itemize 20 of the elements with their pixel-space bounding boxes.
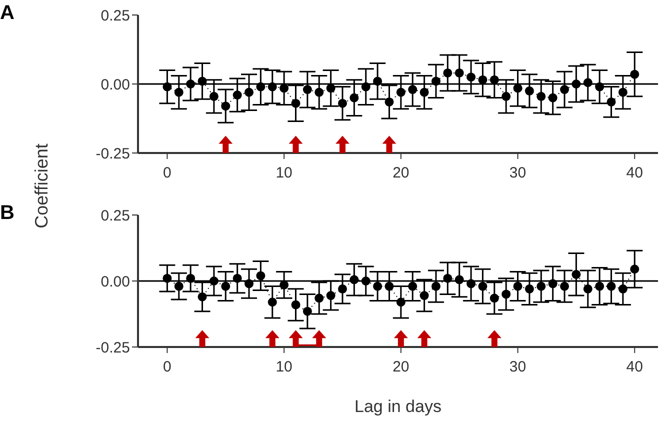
x-tick-label: 10: [276, 164, 292, 182]
y-tick-label: 0.25: [100, 7, 130, 24]
x-tick-label: 20: [392, 358, 410, 376]
chart-title: B: [0, 202, 14, 225]
x-tick-label: 30: [509, 358, 526, 376]
x-tick-label: 20: [392, 164, 410, 182]
x-tick-label: 10: [276, 358, 292, 376]
x-axis-title: Lag in days: [354, 397, 442, 416]
y-tick-label: -0.25: [96, 145, 130, 162]
x-tick-label: 0: [163, 358, 172, 376]
y-axis-title: Coefficient: [32, 144, 52, 228]
chart-title: A: [0, 2, 14, 25]
y-tick-label: 0.00: [100, 76, 130, 94]
y-tick-label: 0.25: [100, 207, 130, 224]
x-tick-label: 40: [626, 164, 643, 182]
x-tick-label: 40: [626, 358, 643, 376]
y-tick-label: 0.00: [100, 273, 130, 290]
y-tick-label: -0.25: [96, 339, 130, 356]
x-tick-label: 30: [509, 164, 526, 182]
x-tick-label: 0: [163, 164, 172, 182]
